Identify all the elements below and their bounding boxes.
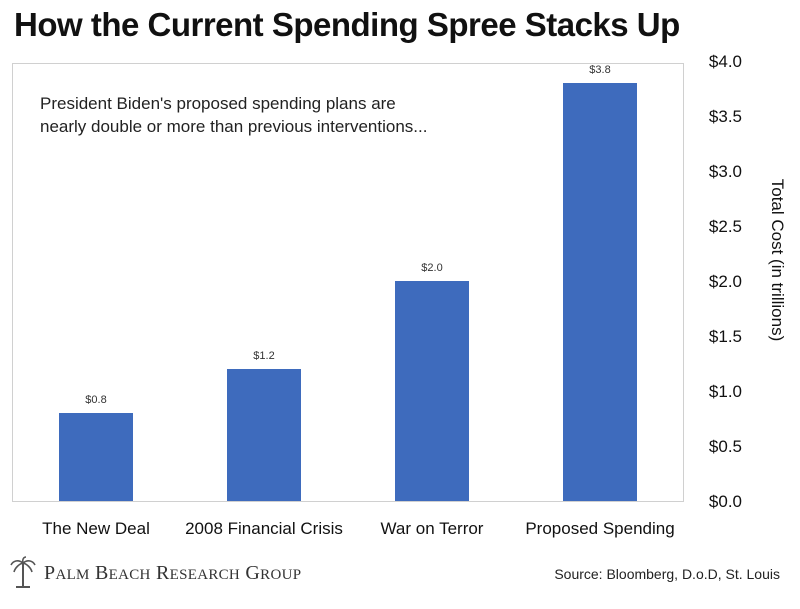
y-axis-label-container: Total Cost (in trillions) bbox=[768, 179, 787, 342]
y-tick-label: $3.0 bbox=[709, 162, 742, 181]
subtitle-line-2: nearly double or more than previous inte… bbox=[40, 117, 428, 136]
chart-title: How the Current Spending Spree Stacks Up bbox=[14, 6, 680, 43]
plot-area-frame bbox=[12, 63, 684, 502]
y-tick-label: $0.0 bbox=[709, 492, 742, 511]
y-tick-label: $1.0 bbox=[709, 382, 742, 401]
data-label: $3.8 bbox=[589, 64, 610, 76]
x-tick-label: Proposed Spending bbox=[525, 519, 674, 538]
x-tick-label: The New Deal bbox=[42, 519, 150, 538]
y-tick-label: $2.0 bbox=[709, 272, 742, 291]
chart-subtitle: President Biden's proposed spending plan… bbox=[40, 92, 427, 138]
y-tick-label: $2.5 bbox=[709, 217, 742, 236]
bar-proposed-spending bbox=[563, 83, 637, 501]
y-tick-label: $3.5 bbox=[709, 107, 742, 126]
x-tick-label: War on Terror bbox=[381, 519, 484, 538]
y-tick-label: $1.5 bbox=[709, 327, 742, 346]
y-axis-label: Total Cost (in trillions) bbox=[768, 179, 787, 342]
data-label: $1.2 bbox=[253, 350, 274, 362]
y-tick-label: $4.0 bbox=[709, 52, 742, 71]
x-tick-label: 2008 Financial Crisis bbox=[185, 519, 343, 538]
bar-the-new-deal bbox=[59, 413, 133, 501]
brand-name: PALM BEACH RESEARCH GROUP bbox=[44, 561, 302, 584]
data-label: $2.0 bbox=[421, 262, 442, 274]
data-label: $0.8 bbox=[85, 394, 106, 406]
palm-tree-logo-icon bbox=[10, 556, 36, 588]
bar-2008-financial-crisis bbox=[227, 369, 301, 501]
brand-logo: PALM BEACH RESEARCH GROUP bbox=[10, 556, 301, 590]
source-note: Source: Bloomberg, D.o.D, St. Louis bbox=[554, 566, 780, 582]
y-tick-label: $0.5 bbox=[709, 437, 742, 456]
subtitle-line-1: President Biden's proposed spending plan… bbox=[40, 94, 396, 113]
bar-war-on-terror bbox=[395, 281, 469, 501]
